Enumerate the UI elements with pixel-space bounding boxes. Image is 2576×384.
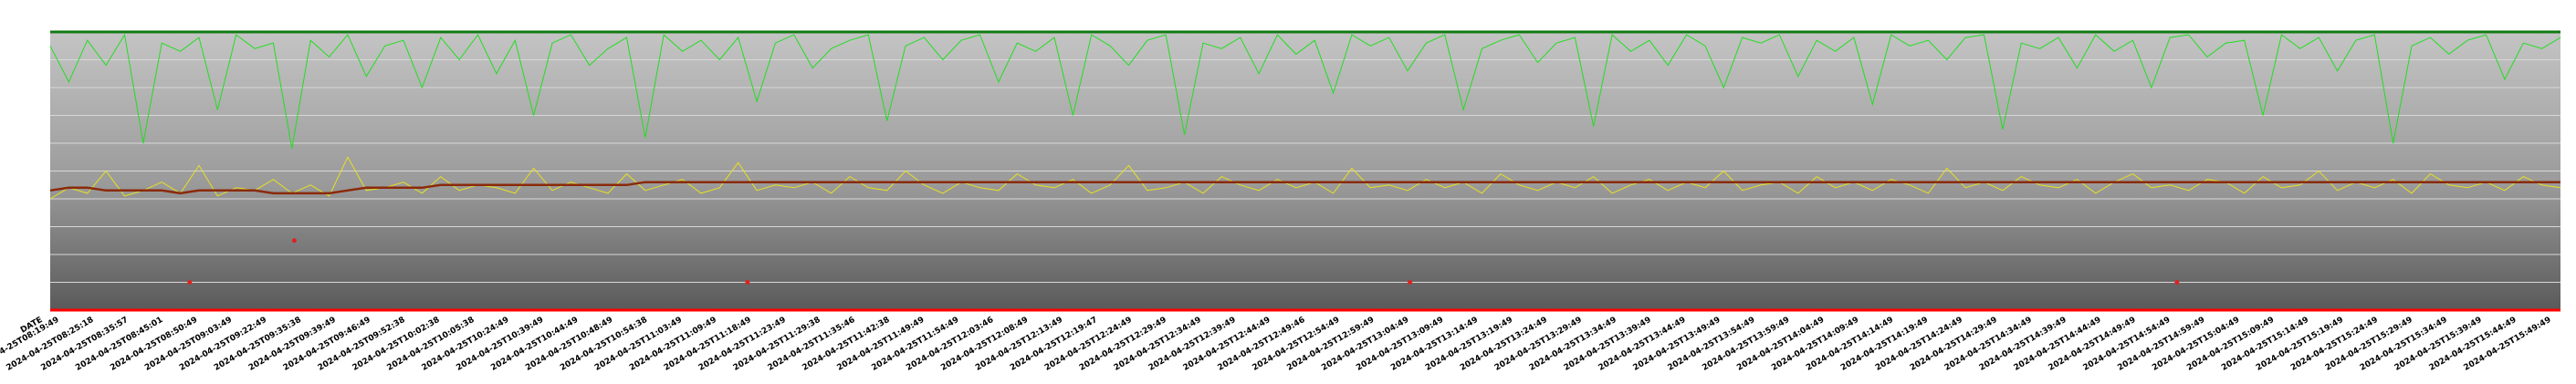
marker-point	[291, 238, 297, 244]
marker-point	[1408, 280, 1413, 285]
marker-point	[745, 280, 750, 285]
marker-point	[2174, 280, 2180, 285]
marker-point	[187, 280, 193, 285]
series-line-1	[49, 33, 2561, 150]
series-layer	[49, 30, 2561, 200]
series-line-2	[49, 156, 2561, 200]
series-line-3	[49, 181, 2560, 195]
x-tick-labels: DATE2024-04-25T08:19:492024-04-25T08:25:…	[0, 316, 2553, 373]
marker-layer	[187, 238, 2180, 285]
